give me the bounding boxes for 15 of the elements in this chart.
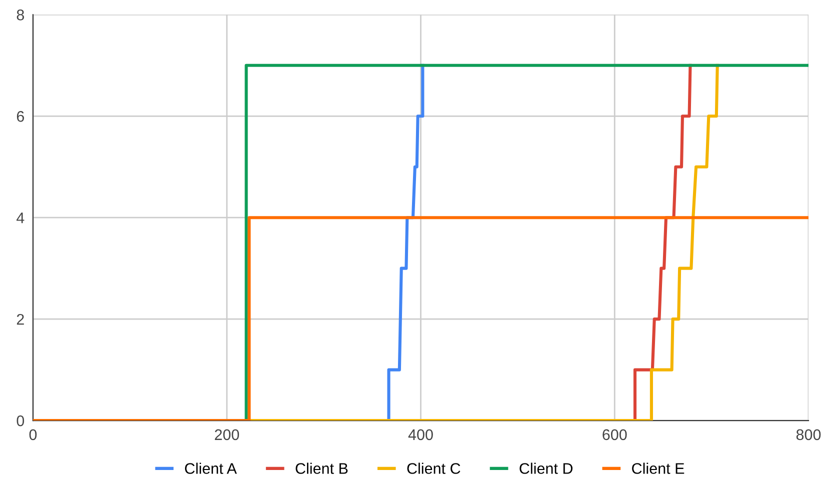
y-tick-label: 0 bbox=[16, 415, 24, 426]
x-tick-label: 0 bbox=[29, 429, 37, 440]
x-tick-label: 600 bbox=[602, 429, 627, 440]
y-tick-label: 4 bbox=[16, 212, 24, 224]
x-tick-label: 200 bbox=[214, 429, 240, 440]
legend-label: Client B bbox=[296, 462, 348, 474]
y-tick-label: 8 bbox=[16, 10, 24, 20]
x-tick-label: 400 bbox=[408, 429, 433, 440]
legend-label: Client C bbox=[407, 462, 460, 474]
x-tick-label: 800 bbox=[796, 429, 821, 440]
legend-label: Client E bbox=[632, 462, 684, 474]
legend-label: Client A bbox=[185, 462, 237, 474]
legend-label: Client D bbox=[520, 462, 572, 474]
y-tick-label: 2 bbox=[16, 314, 24, 325]
y-tick-label: 6 bbox=[16, 111, 24, 122]
